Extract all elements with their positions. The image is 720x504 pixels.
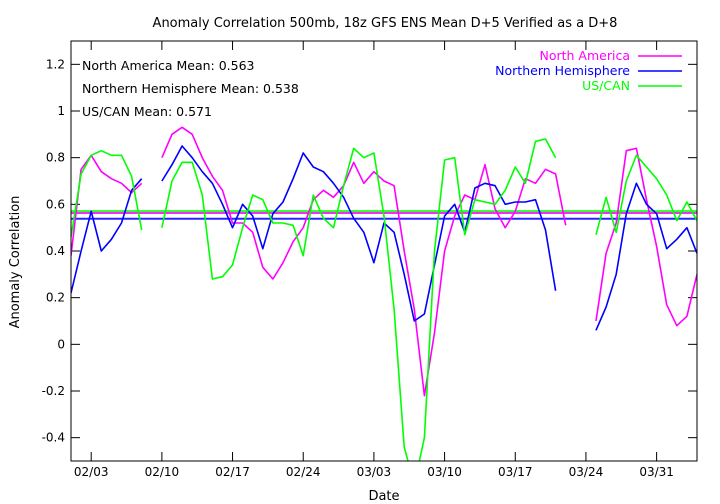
y-tick-label: 0.2: [46, 291, 65, 305]
x-tick-label: 02/17: [215, 465, 250, 479]
y-tick-label: 0: [57, 337, 65, 351]
x-tick-label: 02/24: [286, 465, 321, 479]
x-tick-label: 03/03: [357, 465, 392, 479]
legend-label: North America: [540, 48, 631, 63]
y-axis-label: Anomaly Correlation: [8, 196, 23, 329]
legend-label: US/CAN: [582, 78, 630, 93]
plot-frame: [70, 40, 698, 462]
mean-annotation: North America Mean: 0.563: [82, 58, 255, 73]
x-tick-label: 03/10: [427, 465, 462, 479]
y-tick-label: 0.8: [46, 151, 65, 165]
x-tick-label: 02/03: [74, 465, 109, 479]
series-line: [71, 126, 697, 397]
y-tick-label: 0.6: [46, 197, 65, 211]
x-tick-label: 03/24: [569, 465, 604, 479]
x-axis-label: Date: [368, 489, 399, 504]
mean-annotations: North America Mean: 0.563 Northern Hemisp…: [82, 58, 299, 119]
x-tick-label: 02/10: [145, 465, 180, 479]
series-lines: [71, 126, 697, 461]
y-tick-label: -0.2: [42, 384, 65, 398]
y-tick-label: 1: [57, 104, 65, 118]
chart-title: Anomaly Correlation 500mb, 18z GFS ENS M…: [153, 16, 618, 31]
y-tick-label: 1.2: [46, 57, 65, 71]
series-line: [71, 138, 697, 461]
mean-annotation: US/CAN Mean: 0.571: [82, 104, 212, 119]
x-tick-label: 03/17: [498, 465, 533, 479]
series-line: [71, 145, 697, 331]
axis-ticks: -0.4 -0.2 0 0.2 0.4 0.6 0.8 1 1.2 02/03 02/10 02/17…: [42, 41, 697, 479]
x-tick-label: 03/31: [639, 465, 674, 479]
mean-annotation: Northern Hemisphere Mean: 0.538: [82, 81, 299, 96]
legend-label: Northern Hemisphere: [495, 63, 630, 78]
y-tick-label: 0.4: [46, 244, 65, 258]
y-tick-label: -0.4: [42, 431, 65, 445]
